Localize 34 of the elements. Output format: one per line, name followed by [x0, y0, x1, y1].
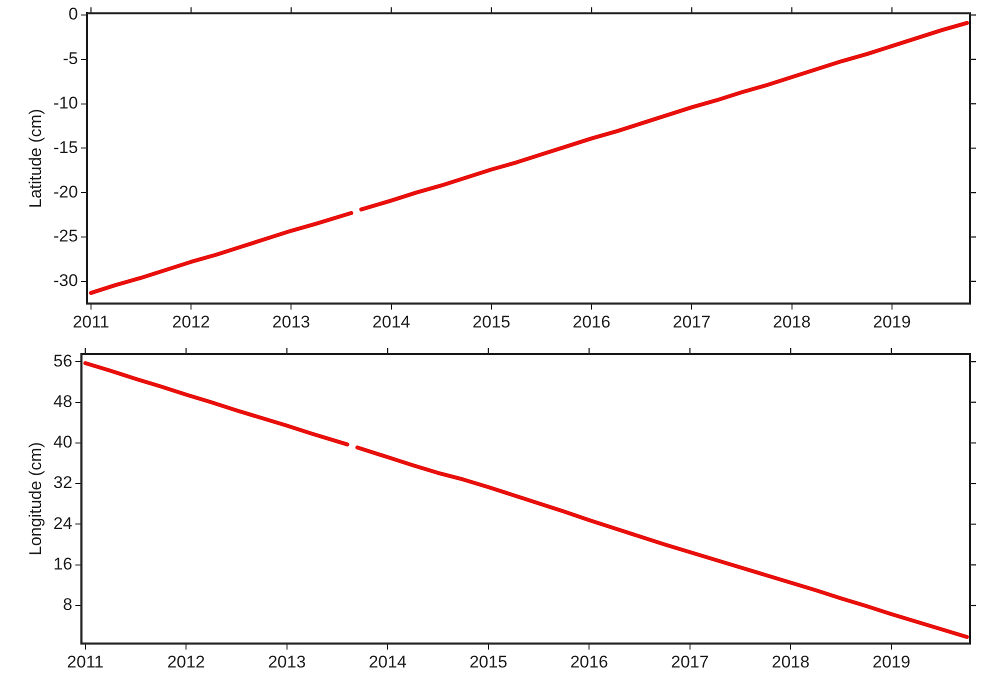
x-tick-label: 2019: [872, 652, 910, 672]
y-tick-label: -20: [53, 182, 78, 202]
x-tick-label: 2013: [268, 652, 306, 672]
y-tick-label: 8: [62, 595, 72, 614]
x-tick-label: 2016: [570, 652, 608, 672]
y-tick-label: 0: [68, 4, 78, 24]
y-tick-label: 24: [53, 514, 72, 533]
y-tick-label: -5: [62, 49, 78, 68]
x-tick-label: 2013: [272, 312, 310, 332]
y-tick-label: 48: [53, 392, 72, 411]
x-tick-label: 2014: [368, 652, 407, 672]
y-tick-label: -30: [53, 271, 78, 290]
y-axis-title: Longitude (cm): [26, 442, 45, 556]
x-tick-label: 2018: [772, 312, 811, 332]
x-tick-label: 2012: [167, 652, 206, 672]
y-tick-label: -15: [53, 138, 78, 157]
x-tick-label: 2015: [472, 312, 510, 332]
x-tick-label: 2017: [670, 652, 709, 672]
x-tick-label: 2016: [572, 312, 610, 332]
y-tick-label: -10: [53, 93, 78, 112]
y-tick-label: 16: [53, 554, 72, 574]
x-tick-label: 2019: [872, 312, 911, 332]
x-tick-label: 2012: [172, 312, 210, 332]
x-tick-label: 2011: [72, 312, 110, 332]
y-tick-label: -25: [53, 226, 78, 246]
y-tick-label: 56: [53, 351, 72, 370]
x-tick-label: 2015: [469, 652, 508, 672]
y-tick-label: 40: [53, 432, 72, 452]
x-tick-label: 2011: [67, 652, 104, 672]
y-tick-label: 32: [53, 473, 72, 492]
x-tick-label: 2017: [672, 312, 711, 332]
x-tick-label: 2014: [372, 312, 410, 332]
y-axis-title: Latitude (cm): [26, 108, 45, 208]
x-tick-label: 2018: [772, 652, 810, 672]
